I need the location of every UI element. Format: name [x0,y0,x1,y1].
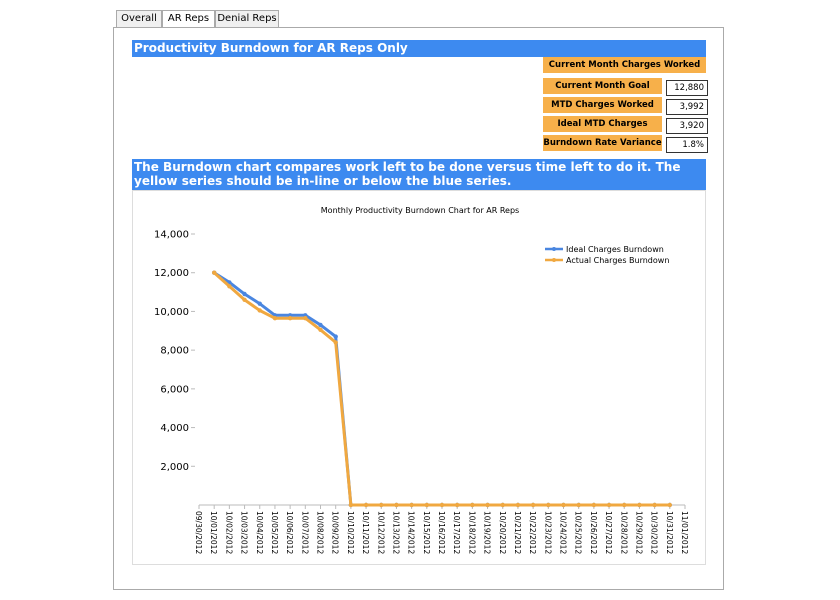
x-tick-label: 10/07/2012 [300,511,309,554]
point [379,502,384,508]
x-tick-label: 10/21/2012 [513,511,522,554]
kpi-label: Burndown Rate Variance [543,135,662,151]
point [318,327,323,333]
tab[interactable]: Denial Reps [215,10,279,27]
x-tick-label: 10/31/2012 [665,511,674,554]
x-tick-label: 10/01/2012 [209,511,218,554]
kpi-label: MTD Charges Worked [543,97,662,113]
point [515,502,521,508]
x-tick-label: 10/22/2012 [528,511,537,554]
x-tick-label: 10/23/2012 [543,511,552,554]
point [546,502,551,508]
y-tick-label: 8,000 [160,346,189,357]
legend-label: Actual Charges Burndown [566,256,669,265]
legend-marker [552,258,556,262]
y-tick-label: 2,000 [160,462,189,473]
tab[interactable]: AR Reps [162,10,215,28]
x-tick-label: 10/12/2012 [376,511,385,554]
x-tick-label: 10/03/2012 [240,511,249,554]
x-tick-label: 10/26/2012 [589,511,598,554]
point [470,502,475,508]
y-tick-label: 14,000 [154,230,189,241]
description: The Burndown chart compares work left to… [132,159,706,190]
point [561,502,566,508]
point [500,502,505,508]
x-tick-label: 10/02/2012 [224,511,233,554]
y-tick-label: 12,000 [154,268,189,279]
x-tick-label: 10/04/2012 [255,511,264,554]
point [409,502,414,508]
x-tick-label: 10/11/2012 [361,511,370,554]
series-line [213,271,670,507]
legend-marker [552,247,556,251]
point [242,297,247,303]
point [363,502,369,508]
point [394,502,399,508]
point [287,316,293,321]
x-tick-label: 09/30/2012 [194,511,203,554]
x-tick-label: 10/19/2012 [483,511,492,554]
legend-label: Ideal Charges Burndown [566,245,664,254]
point [454,502,460,508]
x-tick-label: 10/27/2012 [604,511,613,554]
point [348,502,354,508]
point [318,322,323,328]
point [622,502,627,508]
chart: Monthly Productivity Burndown Chart for … [132,190,706,565]
x-tick-label: 10/29/2012 [634,511,643,554]
x-tick-label: 10/20/2012 [498,511,507,554]
point [637,502,642,508]
x-tick-label: 10/15/2012 [422,511,431,554]
kpi-value: 1.8% [666,137,708,153]
point [333,340,338,345]
y-tick-label: 6,000 [160,384,189,395]
x-tick-label: 10/16/2012 [437,511,446,554]
tab[interactable]: Overall [116,10,162,27]
point [485,502,490,508]
point [257,301,262,306]
series-line [213,271,670,507]
point [333,334,338,339]
x-tick-label: 10/24/2012 [559,511,568,554]
kpi-label: Current Month Goal [543,78,662,94]
point [272,316,278,321]
point [606,502,612,508]
y-tick-label: 10,000 [154,307,189,318]
kpi-value: 3,992 [666,99,708,115]
x-tick-label: 10/14/2012 [407,511,416,554]
x-tick-label: 11/01/2012 [680,511,689,554]
point [211,270,217,275]
point [591,502,597,508]
chart-title: Monthly Productivity Burndown Chart for … [321,206,519,215]
x-tick-label: 10/17/2012 [452,511,461,554]
point [227,284,232,289]
kpi-heading: Current Month Charges Worked [543,57,706,73]
point [424,502,430,508]
point [439,502,445,508]
point [576,502,581,508]
point [242,291,247,297]
x-tick-label: 10/09/2012 [331,511,340,554]
point [257,308,262,313]
x-tick-label: 10/25/2012 [574,511,583,554]
header-title: Productivity Burndown for AR Reps Only [132,40,706,57]
x-tick-label: 10/05/2012 [270,511,279,554]
point [303,316,308,321]
kpi-value: 12,880 [666,80,708,96]
point [667,502,673,508]
x-tick-label: 10/28/2012 [619,511,628,554]
x-tick-label: 10/08/2012 [316,511,325,554]
x-tick-label: 10/10/2012 [346,511,355,554]
x-tick-label: 10/13/2012 [391,511,400,554]
x-tick-label: 10/18/2012 [467,511,476,554]
x-tick-label: 10/30/2012 [650,511,659,554]
y-tick-label: 4,000 [160,423,189,434]
point [530,502,536,508]
kpi-label: Ideal MTD Charges Worked [543,116,662,145]
x-tick-label: 10/06/2012 [285,511,294,554]
point [652,502,657,508]
panel [113,27,724,590]
kpi-value: 3,920 [666,118,708,134]
